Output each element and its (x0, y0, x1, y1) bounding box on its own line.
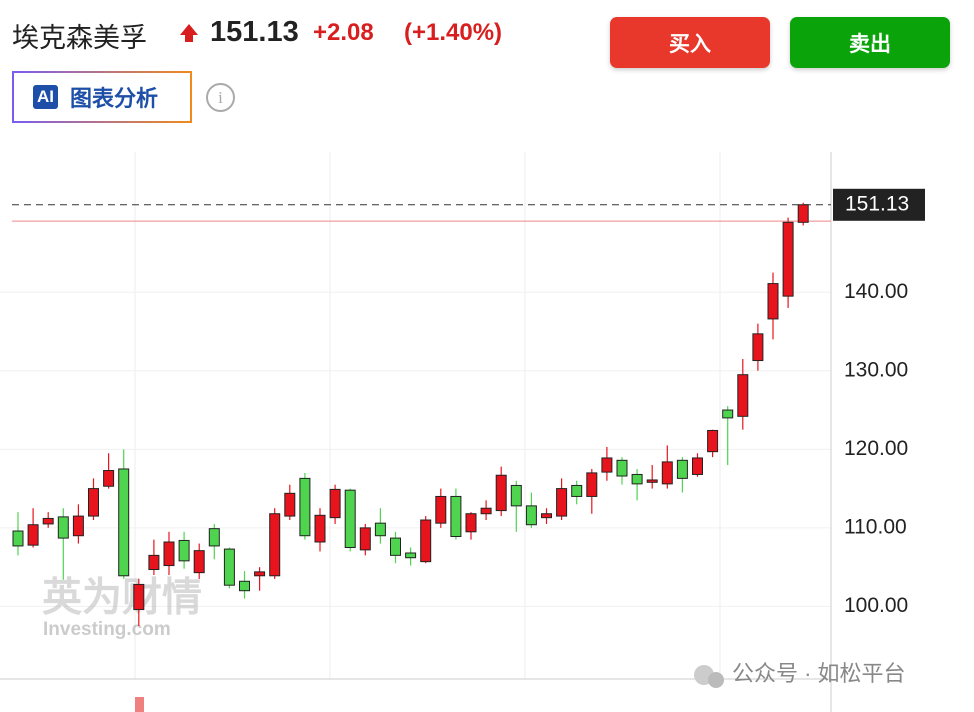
candle-body (767, 283, 779, 320)
candle-body (450, 495, 462, 538)
candle-body (178, 539, 190, 562)
candle-body (57, 516, 69, 539)
last-price-box (833, 188, 925, 221)
y-tick-label: 120.00 (844, 437, 908, 460)
buy-button[interactable]: 买入 (610, 17, 770, 68)
candle-body (541, 513, 552, 519)
candle-body (601, 457, 613, 473)
wechat-icon (708, 672, 724, 688)
info-icon[interactable]: i (206, 83, 235, 112)
candle-body (223, 548, 235, 586)
ai-label: 图表分析 (70, 86, 159, 111)
candle-body (42, 517, 54, 525)
candle-body (314, 514, 326, 543)
candle-body (27, 524, 39, 546)
candle-body (148, 554, 160, 570)
candle-body (118, 468, 130, 577)
candle-body (692, 457, 703, 475)
ai-analysis-button[interactable]: AI 图表分析 (12, 71, 192, 123)
up-arrow-stem (185, 34, 193, 42)
candle-body (616, 459, 628, 477)
candle-body (390, 537, 401, 556)
candle-body (12, 530, 24, 547)
y-tick-label: 110.00 (844, 515, 907, 538)
candle-body (103, 470, 115, 487)
candle-body (646, 479, 658, 483)
candle-body (782, 221, 794, 297)
candle-body (752, 333, 764, 362)
y-tick-label: 100.00 (844, 594, 908, 617)
candle-body (344, 489, 356, 549)
candle-body (208, 528, 220, 547)
candle-body (329, 488, 341, 519)
candle-body (631, 473, 643, 485)
y-tick-label: 140.00 (844, 280, 908, 303)
candle-body (254, 571, 266, 577)
last-price-label: 151.13 (845, 192, 909, 215)
candle-body (495, 474, 507, 512)
candle-body (284, 492, 296, 517)
sell-button[interactable]: 卖出 (790, 17, 950, 68)
candle-body (269, 513, 281, 577)
candle-body (797, 204, 809, 223)
candle-body (420, 519, 432, 563)
change: +2.08 (313, 19, 374, 46)
candle-body (722, 409, 734, 419)
candle-body (676, 459, 688, 479)
candle-body (359, 527, 371, 551)
stock-name: 埃克森美孚 (12, 23, 147, 53)
up-arrow (180, 24, 198, 35)
candle-body (133, 583, 145, 611)
candle-body (299, 477, 311, 537)
candle-body (737, 374, 749, 417)
candle-body (374, 522, 386, 537)
candle-body (510, 484, 522, 507)
ai-badge: AI (33, 85, 58, 109)
candle-body (480, 507, 492, 515)
candle-body (556, 488, 568, 517)
candle-body (163, 541, 175, 567)
candle-body (88, 488, 99, 517)
candle-body (525, 505, 537, 526)
watermark-brand: 英为财情 (42, 576, 202, 620)
candle-body (661, 461, 673, 485)
y-tick-label: 130.00 (844, 358, 908, 381)
watermark-site: Investing.com (43, 619, 171, 640)
candle-body (435, 495, 447, 524)
candle-body (239, 580, 250, 592)
candle-body (571, 484, 583, 497)
candle-body (586, 472, 598, 497)
candle-body (405, 552, 417, 559)
change-pct: (+1.40%) (404, 19, 503, 46)
candle-body (465, 513, 477, 533)
volume-bar (135, 697, 144, 712)
price: 151.13 (210, 16, 299, 48)
candle-body (72, 515, 84, 537)
watermark-account: 公众号 · 如松平台 (732, 661, 906, 686)
candle-body (193, 550, 205, 574)
candle-body (707, 429, 719, 453)
